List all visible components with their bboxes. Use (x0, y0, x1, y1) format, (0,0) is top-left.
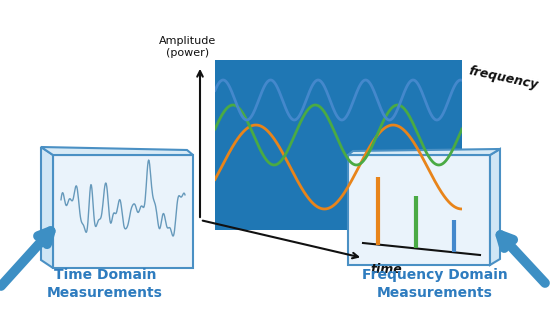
Polygon shape (348, 155, 490, 265)
Polygon shape (41, 147, 193, 155)
Text: Time Domain
Measurements: Time Domain Measurements (47, 268, 163, 300)
Text: frequency: frequency (467, 64, 539, 92)
Text: Amplitude
(power): Amplitude (power) (160, 36, 217, 58)
Polygon shape (490, 149, 500, 265)
Text: time: time (370, 263, 402, 276)
Polygon shape (53, 155, 193, 268)
Polygon shape (41, 147, 53, 268)
Text: Frequency Domain
Measurements: Frequency Domain Measurements (362, 268, 508, 300)
Polygon shape (215, 60, 462, 230)
Bar (215, 60, 462, 230)
Polygon shape (348, 149, 500, 155)
